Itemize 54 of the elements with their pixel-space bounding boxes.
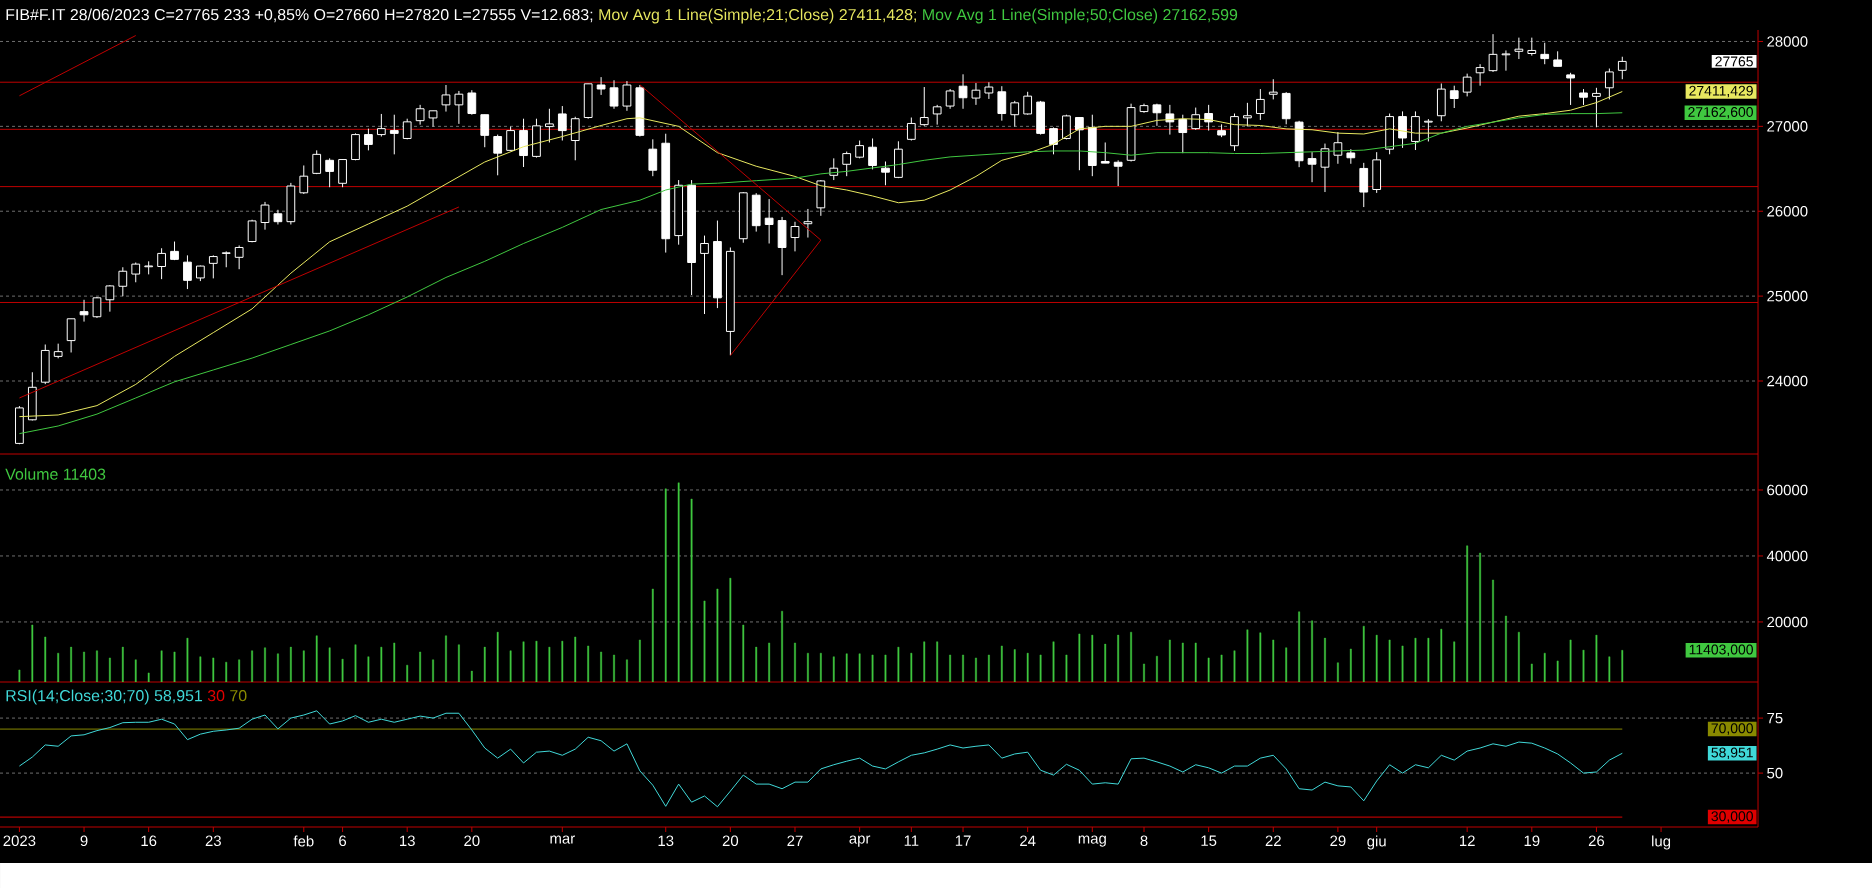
annotation: 27162,600 (1688, 106, 1753, 119)
text: Mov Avg 1 Line(Simple;21;Close) (599, 8, 834, 24)
x-tick-label: 13 (658, 835, 674, 847)
x-tick-label: 22 (1265, 835, 1281, 846)
x-tick-label: 9 (80, 835, 88, 847)
x-tick-label: mar (550, 835, 575, 844)
x-tick-label: 2023 (3, 835, 36, 847)
x-tick-label: 17 (955, 835, 971, 846)
annotation: 11403 (64, 468, 106, 480)
y-tick-label: 24000 (1767, 375, 1808, 387)
x-tick-label: 27 (787, 835, 803, 846)
x-tick-label: feb (293, 835, 314, 847)
annotation: 58,951 (154, 690, 203, 704)
text: 27411,428; (839, 9, 916, 23)
annotation: 27411,429 (1689, 85, 1753, 98)
x-tick-label: 8 (1140, 835, 1148, 847)
y-tick-label: 25000 (1767, 290, 1808, 302)
x-tick-label: 16 (141, 835, 157, 847)
chart-title: FIB#F.IT 28/06/2023 C=27765 233 +0,85% O=27660 H=27820 L=27555 V=12.683; (6, 8, 593, 23)
x-tick-label: 29 (1330, 835, 1346, 847)
x-tick-label: 19 (1524, 835, 1540, 847)
x-tick-label: 20 (464, 835, 480, 847)
y-tick-label: 26000 (1767, 205, 1808, 217)
ref-line-label: 70 (230, 690, 247, 702)
ref-line-label: 30 (207, 690, 225, 702)
text: 27162,599 (1163, 9, 1238, 23)
x-tick-label: mag (1078, 835, 1106, 847)
y-tick-label: 27000 (1767, 121, 1808, 132)
x-tick-label: 20 (722, 835, 739, 847)
y-tick-label: 40000 (1766, 550, 1808, 562)
x-tick-label: 6 (339, 835, 347, 847)
x-tick-label: 11 (904, 835, 919, 846)
annotation: 27765 (1715, 56, 1753, 67)
x-tick-label: 26 (1588, 835, 1605, 847)
x-tick-label: 23 (205, 835, 221, 847)
series-label: RSI(14;Close;30;70) (6, 689, 149, 705)
y-tick-label: 50 (1767, 767, 1783, 779)
y-tick-label: 75 (1767, 712, 1783, 724)
annotation: 30,000 (1711, 811, 1753, 823)
x-tick-label: giu (1367, 835, 1386, 850)
x-tick-label: 12 (1460, 835, 1475, 846)
y-tick-label: 20000 (1767, 616, 1808, 628)
x-tick-label: 15 (1201, 835, 1217, 846)
x-tick-label: 24 (1020, 835, 1036, 846)
y-tick-label: 60000 (1767, 484, 1808, 496)
annotation: 58,951 (1711, 747, 1753, 760)
text: Volume (5, 468, 58, 480)
annotation: 11403,000 (1689, 644, 1753, 657)
text: Mov Avg 1 Line(Simple;50;Close) (923, 8, 1158, 24)
x-tick-label: lug (1652, 835, 1671, 850)
y-tick-label: 28000 (1767, 36, 1808, 47)
x-tick-label: 13 (400, 835, 415, 847)
x-tick-label: apr (849, 835, 871, 847)
annotation: 70,000 (1711, 723, 1753, 735)
